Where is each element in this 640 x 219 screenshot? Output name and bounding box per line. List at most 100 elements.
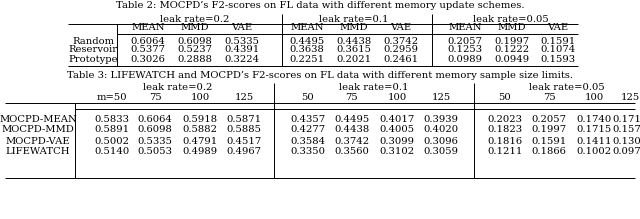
Text: 0.4495: 0.4495 (289, 37, 324, 46)
Text: MMD: MMD (498, 23, 526, 32)
Text: 0.3742: 0.3742 (335, 136, 369, 145)
Text: 0.2057: 0.2057 (447, 37, 483, 46)
Text: 125: 125 (234, 92, 253, 101)
Text: 0.4438: 0.4438 (337, 37, 372, 46)
Text: 0.4989: 0.4989 (182, 148, 218, 157)
Text: 0.5377: 0.5377 (131, 46, 166, 55)
Text: 0.4967: 0.4967 (227, 148, 262, 157)
Text: 0.4438: 0.4438 (334, 125, 370, 134)
Text: MOCPD-VAE: MOCPD-VAE (6, 136, 70, 145)
Text: 0.1997: 0.1997 (495, 37, 529, 46)
Text: 0.3102: 0.3102 (380, 148, 415, 157)
Text: 0.1411: 0.1411 (576, 136, 612, 145)
Text: MEAN: MEAN (131, 23, 164, 32)
Text: 0.6098: 0.6098 (138, 125, 172, 134)
Text: 0.1002: 0.1002 (577, 148, 612, 157)
Text: 0.3615: 0.3615 (337, 46, 371, 55)
Text: 100: 100 (190, 92, 210, 101)
Text: 0.1574: 0.1574 (612, 125, 640, 134)
Text: VAE: VAE (390, 23, 412, 32)
Text: MMD: MMD (180, 23, 209, 32)
Text: 0.1740: 0.1740 (577, 115, 612, 124)
Text: 0.1591: 0.1591 (531, 136, 566, 145)
Text: 0.3096: 0.3096 (424, 136, 458, 145)
Text: 0.5871: 0.5871 (227, 115, 262, 124)
Text: 0.3026: 0.3026 (131, 55, 165, 64)
Text: Table 2: MOCPD’s F2-scores on FL data with different memory update schemes.: Table 2: MOCPD’s F2-scores on FL data wi… (116, 2, 524, 11)
Text: leak rate=0.05: leak rate=0.05 (473, 14, 549, 23)
Text: 0.4017: 0.4017 (380, 115, 415, 124)
Text: 0.4005: 0.4005 (380, 125, 415, 134)
Text: 0.2959: 0.2959 (383, 46, 419, 55)
Text: 0.3099: 0.3099 (380, 136, 415, 145)
Text: 0.4791: 0.4791 (182, 136, 218, 145)
Text: 0.4391: 0.4391 (225, 46, 260, 55)
Text: 0.4517: 0.4517 (227, 136, 262, 145)
Text: Prototype: Prototype (68, 55, 118, 64)
Text: 0.5882: 0.5882 (182, 125, 218, 134)
Text: 100: 100 (387, 92, 406, 101)
Text: leak rate=0.2: leak rate=0.2 (143, 83, 212, 92)
Text: 0.3350: 0.3350 (291, 148, 326, 157)
Text: 0.5053: 0.5053 (138, 148, 173, 157)
Text: 0.3584: 0.3584 (291, 136, 326, 145)
Text: 0.5833: 0.5833 (95, 115, 129, 124)
Text: VAE: VAE (547, 23, 568, 32)
Text: 100: 100 (584, 92, 604, 101)
Text: 0.3059: 0.3059 (424, 148, 458, 157)
Text: 0.3939: 0.3939 (424, 115, 458, 124)
Text: leak rate=0.1: leak rate=0.1 (339, 83, 409, 92)
Text: 0.1715: 0.1715 (577, 125, 612, 134)
Text: 50: 50 (499, 92, 511, 101)
Text: MEAN: MEAN (448, 23, 482, 32)
Text: leak rate=0.05: leak rate=0.05 (529, 83, 605, 92)
Text: leak rate=0.2: leak rate=0.2 (160, 14, 230, 23)
Text: 0.1593: 0.1593 (540, 55, 575, 64)
Text: LIFEWATCH: LIFEWATCH (6, 148, 70, 157)
Text: 0.5335: 0.5335 (225, 37, 259, 46)
Text: 0.5885: 0.5885 (227, 125, 262, 134)
Text: 0.6098: 0.6098 (177, 37, 212, 46)
Text: 0.2461: 0.2461 (383, 55, 419, 64)
Text: 0.1866: 0.1866 (532, 148, 566, 157)
Text: 0.2251: 0.2251 (289, 55, 324, 64)
Text: 0.3638: 0.3638 (289, 46, 324, 55)
Text: 0.1074: 0.1074 (540, 46, 575, 55)
Text: 0.0949: 0.0949 (495, 55, 529, 64)
Text: MOCPD-MEAN: MOCPD-MEAN (0, 115, 77, 124)
Text: 0.3742: 0.3742 (383, 37, 419, 46)
Text: 0.5002: 0.5002 (95, 136, 129, 145)
Text: 0.2021: 0.2021 (337, 55, 372, 64)
Text: 0.2057: 0.2057 (531, 115, 566, 124)
Text: 0.1253: 0.1253 (447, 46, 483, 55)
Text: 75: 75 (148, 92, 161, 101)
Text: MEAN: MEAN (291, 23, 324, 32)
Text: 0.5140: 0.5140 (94, 148, 130, 157)
Text: MMD: MMD (340, 23, 368, 32)
Text: MOCPD-MMD: MOCPD-MMD (2, 125, 74, 134)
Text: 0.1591: 0.1591 (540, 37, 575, 46)
Text: Reservoir: Reservoir (68, 46, 118, 55)
Text: 0.1823: 0.1823 (488, 125, 523, 134)
Text: 0.4357: 0.4357 (291, 115, 326, 124)
Text: 0.4020: 0.4020 (424, 125, 459, 134)
Text: 125: 125 (620, 92, 639, 101)
Text: 0.4277: 0.4277 (291, 125, 326, 134)
Text: 0.5237: 0.5237 (177, 46, 212, 55)
Text: m=50: m=50 (97, 92, 127, 101)
Text: 0.0973: 0.0973 (612, 148, 640, 157)
Text: 0.3224: 0.3224 (225, 55, 260, 64)
Text: 0.1309: 0.1309 (612, 136, 640, 145)
Text: 0.5891: 0.5891 (95, 125, 129, 134)
Text: 0.6064: 0.6064 (138, 115, 172, 124)
Text: 0.3560: 0.3560 (335, 148, 369, 157)
Text: 0.2888: 0.2888 (177, 55, 212, 64)
Text: VAE: VAE (232, 23, 253, 32)
Text: 0.2023: 0.2023 (488, 115, 522, 124)
Text: 75: 75 (543, 92, 556, 101)
Text: 50: 50 (301, 92, 314, 101)
Text: 0.6064: 0.6064 (131, 37, 165, 46)
Text: 75: 75 (346, 92, 358, 101)
Text: Table 3: LIFEWATCH and MOCPD’s F2-scores on FL data with different memory sample: Table 3: LIFEWATCH and MOCPD’s F2-scores… (67, 71, 573, 81)
Text: 0.1997: 0.1997 (531, 125, 566, 134)
